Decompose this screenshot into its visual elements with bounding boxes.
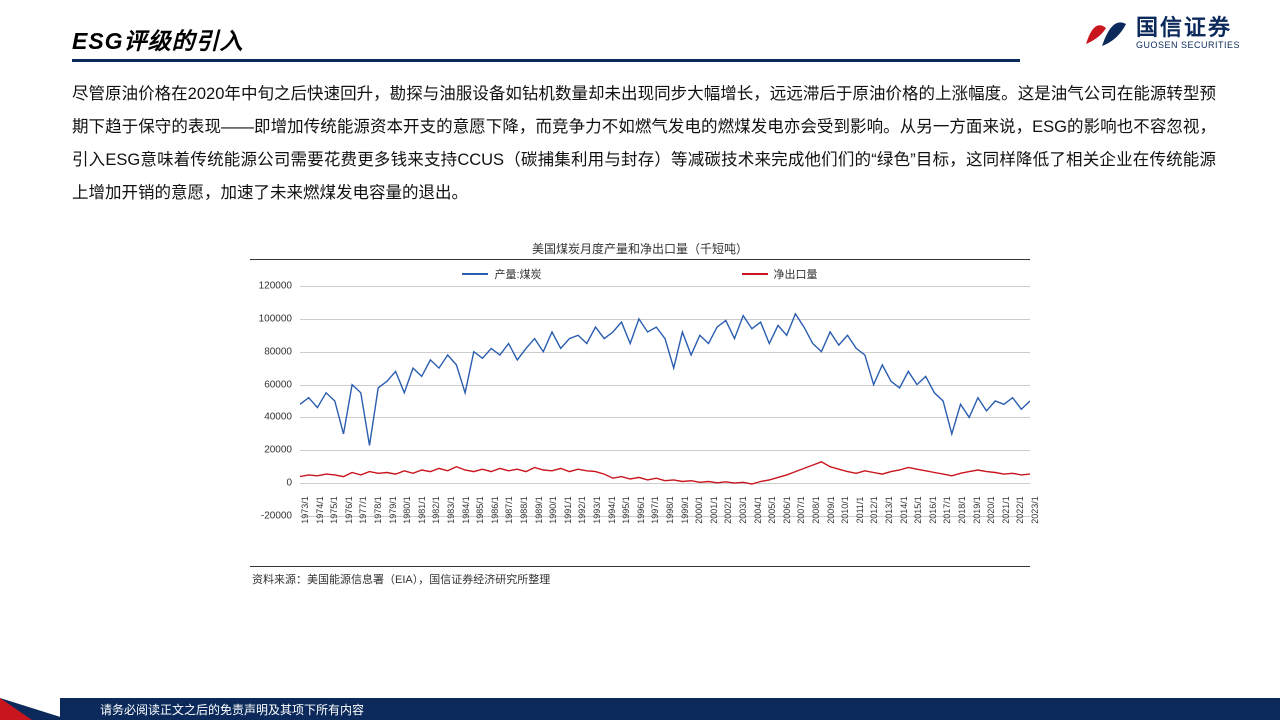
x-tick-label: 2023/1 [1030,496,1040,524]
legend-label: 产量:煤炭 [494,266,541,282]
x-tick-label: 2013/1 [884,496,894,524]
x-tick-label: 1996/1 [636,496,646,524]
company-logo: 国信证券 GUOSEN SECURITIES [1082,14,1240,52]
x-tick-label: 1994/1 [607,496,617,524]
x-tick-label: 1997/1 [650,496,660,524]
logo-text: 国信证券 GUOSEN SECURITIES [1136,17,1240,50]
x-tick-label: 2022/1 [1015,496,1025,524]
x-tick-label: 2017/1 [942,496,952,524]
x-tick-label: 1973/1 [300,496,310,524]
body-paragraph: 尽管原油价格在2020年中旬之后快速回升，勘探与油服设备如钻机数量却未出现同步大… [0,56,1280,210]
x-tick-label: 2009/1 [826,496,836,524]
x-tick-label: 2020/1 [986,496,996,524]
y-axis: -20000020000400006000080000100000120000 [250,286,296,516]
x-tick-label: 2008/1 [811,496,821,524]
y-tick-label: 100000 [259,313,292,324]
y-tick-label: -20000 [261,511,292,522]
x-tick-label: 2016/1 [928,496,938,524]
x-tick-label: 1995/1 [621,496,631,524]
legend-swatch [742,273,768,275]
x-tick-label: 2005/1 [767,496,777,524]
legend-swatch [462,273,488,275]
y-tick-label: 40000 [264,412,292,423]
chart-title-rule [250,259,1030,260]
x-tick-label: 2014/1 [899,496,909,524]
x-tick-label: 2019/1 [972,496,982,524]
x-tick-label: 1988/1 [519,496,529,524]
x-tick-label: 1998/1 [665,496,675,524]
x-tick-label: 1975/1 [329,496,339,524]
x-tick-label: 1977/1 [358,496,368,524]
x-tick-label: 2002/1 [723,496,733,524]
x-tick-label: 2021/1 [1001,496,1011,524]
legend-item-export: 净出口量 [742,266,818,282]
x-tick-label: 1991/1 [563,496,573,524]
x-tick-label: 2018/1 [957,496,967,524]
y-tick-label: 60000 [264,379,292,390]
chart-legend: 产量:煤炭 净出口量 [250,266,1030,282]
chart-line [300,314,1030,446]
x-axis: 1973/11974/11975/11976/11977/11978/11979… [300,470,1030,520]
x-tick-label: 2000/1 [694,496,704,524]
logo-en: GUOSEN SECURITIES [1136,41,1240,50]
x-tick-label: 1986/1 [490,496,500,524]
x-tick-label: 1976/1 [344,496,354,524]
chart-title: 美国煤炭月度产量和净出口量（千短吨） [250,240,1030,257]
x-tick-label: 1989/1 [534,496,544,524]
x-tick-label: 1990/1 [548,496,558,524]
x-tick-label: 2012/1 [869,496,879,524]
logo-icon [1082,14,1128,52]
source-rule [250,566,1030,567]
x-tick-label: 1999/1 [680,496,690,524]
x-tick-label: 2011/1 [855,497,865,524]
x-tick-label: 2006/1 [782,496,792,524]
x-tick-label: 2007/1 [796,496,806,524]
x-tick-label: 2001/1 [709,496,719,524]
title-underline [72,59,1020,62]
x-tick-label: 2003/1 [738,496,748,524]
legend-item-production: 产量:煤炭 [462,266,541,282]
x-tick-label: 1983/1 [446,496,456,524]
x-tick-label: 1992/1 [577,496,587,524]
y-tick-label: 0 [286,478,292,489]
x-tick-label: 1974/1 [315,496,325,524]
y-tick-label: 120000 [259,281,292,292]
chart-source: 资料来源：美国能源信息署（EIA），国信证券经济研究所整理 [250,571,1030,587]
x-tick-label: 1978/1 [373,496,383,524]
x-tick-label: 1984/1 [461,496,471,524]
x-tick-label: 1980/1 [402,496,412,524]
slide-title: ESG评级的引入 [72,22,244,56]
logo-cn: 国信证券 [1136,17,1240,39]
x-tick-label: 2015/1 [913,496,923,524]
y-tick-label: 20000 [264,445,292,456]
slide-header: ESG评级的引入 国信证券 GUOSEN SECURITIES [0,0,1280,56]
x-tick-label: 2010/1 [840,496,850,524]
legend-label: 净出口量 [774,266,818,282]
x-tick-label: 1982/1 [431,496,441,524]
chart-container: 美国煤炭月度产量和净出口量（千短吨） 产量:煤炭 净出口量 -20000 0 200… [250,240,1030,587]
x-tick-label: 1987/1 [504,496,514,524]
x-tick-label: 1981/1 [417,496,427,524]
x-tick-label: 2004/1 [753,496,763,524]
x-tick-label: 1993/1 [592,496,602,524]
x-tick-label: 1985/1 [475,496,485,524]
x-tick-label: 1979/1 [388,496,398,524]
y-tick-label: 80000 [264,346,292,357]
footer-disclaimer: 请务必阅读正文之后的免责声明及其项下所有内容 [60,698,1280,720]
